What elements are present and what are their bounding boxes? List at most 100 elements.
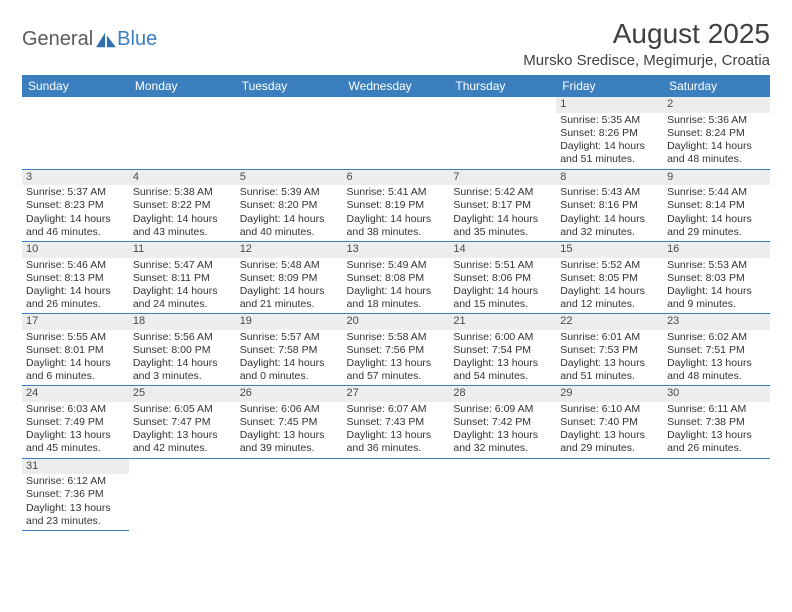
calendar-cell: 13Sunrise: 5:49 AMSunset: 8:08 PMDayligh… xyxy=(343,241,450,313)
calendar-cell: 9Sunrise: 5:44 AMSunset: 8:14 PMDaylight… xyxy=(663,169,770,241)
cell-line: Daylight: 13 hours xyxy=(453,429,552,442)
day-header: Friday xyxy=(556,75,663,97)
cell-line: Daylight: 14 hours xyxy=(560,213,659,226)
cell-body: Sunrise: 5:49 AMSunset: 8:08 PMDaylight:… xyxy=(343,258,450,314)
day-number: 4 xyxy=(129,170,236,186)
calendar-cell: 6Sunrise: 5:41 AMSunset: 8:19 PMDaylight… xyxy=(343,169,450,241)
day-number: 17 xyxy=(22,314,129,330)
cell-line: Sunset: 8:11 PM xyxy=(133,272,232,285)
cell-body: Sunrise: 5:44 AMSunset: 8:14 PMDaylight:… xyxy=(663,185,770,241)
cell-line: Daylight: 14 hours xyxy=(667,140,766,153)
calendar-cell: 19Sunrise: 5:57 AMSunset: 7:58 PMDayligh… xyxy=(236,314,343,386)
calendar-row: 24Sunrise: 6:03 AMSunset: 7:49 PMDayligh… xyxy=(22,386,770,458)
day-number: 10 xyxy=(22,242,129,258)
cell-body: Sunrise: 5:48 AMSunset: 8:09 PMDaylight:… xyxy=(236,258,343,314)
month-title: August 2025 xyxy=(523,18,770,50)
cell-body: Sunrise: 6:12 AMSunset: 7:36 PMDaylight:… xyxy=(22,474,129,530)
cell-line: Sunrise: 5:57 AM xyxy=(240,331,339,344)
cell-line: Sunrise: 5:42 AM xyxy=(453,186,552,199)
cell-line: and 35 minutes. xyxy=(453,226,552,239)
calendar-cell: 29Sunrise: 6:10 AMSunset: 7:40 PMDayligh… xyxy=(556,386,663,458)
cell-line: and 15 minutes. xyxy=(453,298,552,311)
cell-line: Sunrise: 5:39 AM xyxy=(240,186,339,199)
day-number: 22 xyxy=(556,314,663,330)
cell-line: Daylight: 14 hours xyxy=(240,285,339,298)
cell-line: Sunset: 7:53 PM xyxy=(560,344,659,357)
cell-body: Sunrise: 6:05 AMSunset: 7:47 PMDaylight:… xyxy=(129,402,236,458)
logo-text-blue: Blue xyxy=(117,28,157,51)
cell-line: Daylight: 14 hours xyxy=(26,213,125,226)
calendar-row: 3Sunrise: 5:37 AMSunset: 8:23 PMDaylight… xyxy=(22,169,770,241)
calendar-cell: 17Sunrise: 5:55 AMSunset: 8:01 PMDayligh… xyxy=(22,314,129,386)
day-number: 8 xyxy=(556,170,663,186)
cell-line: Daylight: 14 hours xyxy=(26,357,125,370)
calendar-cell: 27Sunrise: 6:07 AMSunset: 7:43 PMDayligh… xyxy=(343,386,450,458)
day-header: Saturday xyxy=(663,75,770,97)
calendar-cell: 23Sunrise: 6:02 AMSunset: 7:51 PMDayligh… xyxy=(663,314,770,386)
day-number: 5 xyxy=(236,170,343,186)
day-header: Sunday xyxy=(22,75,129,97)
calendar-cell xyxy=(663,458,770,530)
cell-line: and 29 minutes. xyxy=(560,442,659,455)
cell-line: Sunset: 8:05 PM xyxy=(560,272,659,285)
cell-line: Daylight: 14 hours xyxy=(560,285,659,298)
cell-line: and 9 minutes. xyxy=(667,298,766,311)
day-number: 11 xyxy=(129,242,236,258)
calendar-body: 1Sunrise: 5:35 AMSunset: 8:26 PMDaylight… xyxy=(22,97,770,530)
cell-body: Sunrise: 5:37 AMSunset: 8:23 PMDaylight:… xyxy=(22,185,129,241)
cell-line: and 43 minutes. xyxy=(133,226,232,239)
cell-line: and 26 minutes. xyxy=(26,298,125,311)
cell-line: Sunset: 7:43 PM xyxy=(347,416,446,429)
cell-line: Sunrise: 6:10 AM xyxy=(560,403,659,416)
cell-line: Sunset: 8:16 PM xyxy=(560,199,659,212)
calendar-row: 17Sunrise: 5:55 AMSunset: 8:01 PMDayligh… xyxy=(22,314,770,386)
day-number: 20 xyxy=(343,314,450,330)
cell-line: Daylight: 14 hours xyxy=(560,140,659,153)
cell-body: Sunrise: 5:52 AMSunset: 8:05 PMDaylight:… xyxy=(556,258,663,314)
calendar-cell: 2Sunrise: 5:36 AMSunset: 8:24 PMDaylight… xyxy=(663,97,770,169)
day-number: 12 xyxy=(236,242,343,258)
calendar-head: SundayMondayTuesdayWednesdayThursdayFrid… xyxy=(22,75,770,97)
cell-line: Sunrise: 5:53 AM xyxy=(667,259,766,272)
day-number: 15 xyxy=(556,242,663,258)
calendar-cell xyxy=(449,97,556,169)
cell-body: Sunrise: 6:09 AMSunset: 7:42 PMDaylight:… xyxy=(449,402,556,458)
day-number: 21 xyxy=(449,314,556,330)
cell-line: Sunrise: 6:03 AM xyxy=(26,403,125,416)
day-number: 31 xyxy=(22,459,129,475)
cell-line: Sunrise: 6:01 AM xyxy=(560,331,659,344)
cell-body: Sunrise: 6:00 AMSunset: 7:54 PMDaylight:… xyxy=(449,330,556,386)
cell-line: and 57 minutes. xyxy=(347,370,446,383)
cell-body: Sunrise: 5:58 AMSunset: 7:56 PMDaylight:… xyxy=(343,330,450,386)
cell-line: Sunrise: 5:56 AM xyxy=(133,331,232,344)
cell-line: Sunset: 8:00 PM xyxy=(133,344,232,357)
calendar-cell: 31Sunrise: 6:12 AMSunset: 7:36 PMDayligh… xyxy=(22,458,129,530)
cell-line: Sunrise: 5:51 AM xyxy=(453,259,552,272)
cell-line: and 0 minutes. xyxy=(240,370,339,383)
day-number: 26 xyxy=(236,386,343,402)
calendar-row: 1Sunrise: 5:35 AMSunset: 8:26 PMDaylight… xyxy=(22,97,770,169)
calendar-cell: 1Sunrise: 5:35 AMSunset: 8:26 PMDaylight… xyxy=(556,97,663,169)
cell-line: Daylight: 14 hours xyxy=(240,357,339,370)
cell-line: Daylight: 13 hours xyxy=(347,357,446,370)
cell-line: Sunset: 7:58 PM xyxy=(240,344,339,357)
cell-line: Sunset: 7:40 PM xyxy=(560,416,659,429)
cell-line: Sunset: 8:01 PM xyxy=(26,344,125,357)
calendar-cell: 12Sunrise: 5:48 AMSunset: 8:09 PMDayligh… xyxy=(236,241,343,313)
cell-line: Sunrise: 6:05 AM xyxy=(133,403,232,416)
cell-line: and 48 minutes. xyxy=(667,153,766,166)
cell-line: Sunrise: 5:44 AM xyxy=(667,186,766,199)
calendar-cell: 15Sunrise: 5:52 AMSunset: 8:05 PMDayligh… xyxy=(556,241,663,313)
cell-line: Daylight: 14 hours xyxy=(240,213,339,226)
cell-line: Sunset: 8:03 PM xyxy=(667,272,766,285)
cell-line: Sunset: 8:26 PM xyxy=(560,127,659,140)
day-number: 18 xyxy=(129,314,236,330)
day-header: Tuesday xyxy=(236,75,343,97)
cell-line: Sunrise: 6:11 AM xyxy=(667,403,766,416)
cell-line: Daylight: 14 hours xyxy=(133,285,232,298)
cell-line: and 12 minutes. xyxy=(560,298,659,311)
day-number: 25 xyxy=(129,386,236,402)
calendar-cell: 7Sunrise: 5:42 AMSunset: 8:17 PMDaylight… xyxy=(449,169,556,241)
cell-line: and 39 minutes. xyxy=(240,442,339,455)
cell-line: Sunset: 8:13 PM xyxy=(26,272,125,285)
